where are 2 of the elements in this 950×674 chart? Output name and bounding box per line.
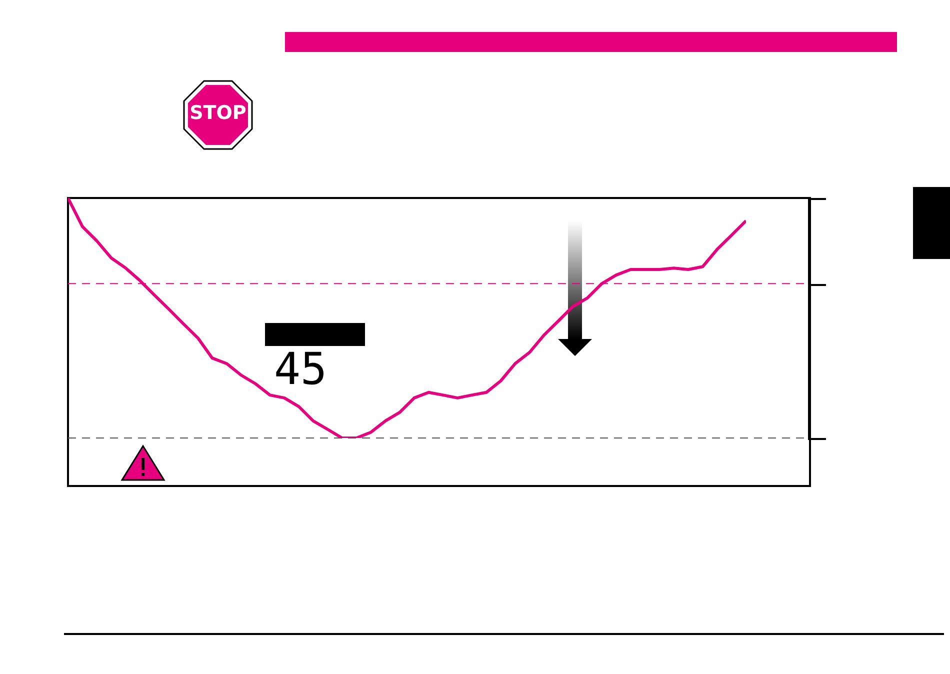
text: STOP	[188, 102, 248, 124]
annotation: 45	[274, 344, 327, 395]
